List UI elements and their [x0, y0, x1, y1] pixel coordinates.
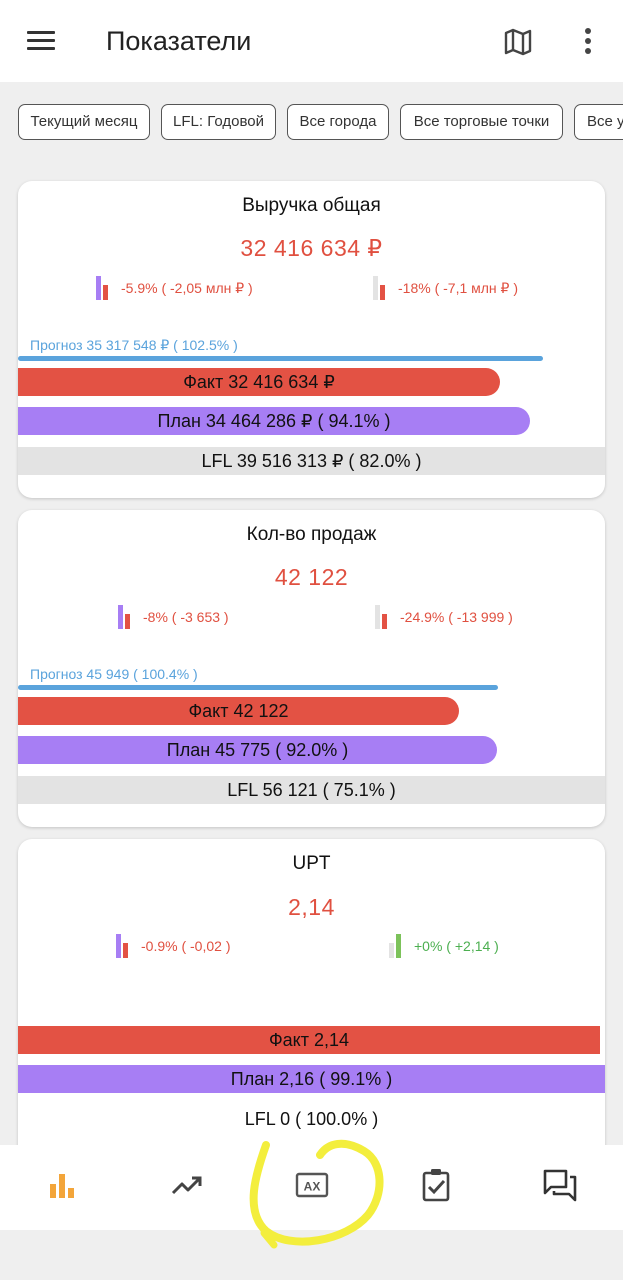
trending-up-icon[interactable]	[166, 1165, 206, 1205]
card-value: 2,14	[288, 894, 335, 920]
bar-chart-icon	[389, 934, 402, 958]
compare-plan-text: -8% ( -3 653 )	[143, 609, 229, 625]
fact-bar: Факт 32 416 634 ₽	[18, 368, 500, 396]
chat-icon[interactable]	[540, 1165, 580, 1205]
lfl-bar: LFL 0 ( 100.0% )	[18, 1105, 605, 1133]
compare-lfl: -18% ( -7,1 млн ₽ )	[373, 275, 518, 301]
compare-plan: -5.9% ( -2,05 млн ₽ )	[96, 275, 253, 301]
compare-lfl-text: -24.9% ( -13 999 )	[400, 609, 513, 625]
forecast-label: Прогноз 45 949 ( 100.4% )	[30, 666, 198, 682]
bar-chart-icon	[116, 934, 129, 958]
compare-plan-text: -5.9% ( -2,05 млн ₽ )	[121, 279, 253, 296]
compare-lfl-text: +0% ( +2,14 )	[414, 938, 499, 954]
fact-bar: Факт 42 122	[18, 697, 459, 725]
filter-chip-period[interactable]: Текущий месяц	[18, 104, 150, 140]
metric-card-upt[interactable]: UPT 2,14 -0.9% ( -0,02 ) +0% ( +2,14 ) Ф…	[18, 839, 605, 1159]
forecast-bar	[18, 685, 498, 690]
app-bar: Показатели	[0, 0, 623, 82]
bar-chart-icon	[96, 276, 109, 300]
card-value: 32 416 634 ₽	[240, 235, 383, 261]
compare-plan: -0.9% ( -0,02 )	[116, 933, 230, 959]
ax-icon[interactable]: AX	[292, 1165, 332, 1205]
filter-chip-lfl[interactable]: LFL: Годовой	[161, 104, 276, 140]
menu-icon[interactable]	[27, 30, 55, 52]
bar-chart-icon[interactable]	[42, 1165, 82, 1205]
plan-bar: План 2,16 ( 99.1% )	[18, 1065, 605, 1093]
plan-bar: План 34 464 286 ₽ ( 94.1% )	[18, 407, 530, 435]
lfl-bar: LFL 39 516 313 ₽ ( 82.0% )	[18, 447, 605, 475]
compare-plan-text: -0.9% ( -0,02 )	[141, 938, 231, 954]
card-title: Кол-во продаж	[246, 524, 377, 545]
filter-chip-stores[interactable]: Все торговые точки	[400, 104, 563, 140]
compare-lfl-text: -18% ( -7,1 млн ₽ )	[398, 279, 519, 296]
metric-card-sales-count[interactable]: Кол-во продаж 42 122 -8% ( -3 653 ) -24.…	[18, 510, 605, 827]
more-vert-icon[interactable]	[574, 26, 602, 58]
filter-chip-more[interactable]: Все у	[574, 104, 623, 140]
fact-bar: Факт 2,14	[18, 1026, 600, 1054]
lfl-bar: LFL 56 121 ( 75.1% )	[18, 776, 605, 804]
filter-bar: Текущий месяц LFL: Годовой Все города Вс…	[0, 104, 623, 142]
page-title: Показатели	[106, 26, 252, 56]
compare-lfl: +0% ( +2,14 )	[389, 933, 499, 959]
compare-plan: -8% ( -3 653 )	[118, 604, 229, 630]
card-value: 42 122	[274, 564, 349, 590]
plan-bar: План 45 775 ( 92.0% )	[18, 736, 497, 764]
bar-chart-icon	[375, 605, 388, 629]
metric-card-revenue[interactable]: Выручка общая 32 416 634 ₽ -5.9% ( -2,05…	[18, 181, 605, 498]
card-title: UPT	[292, 853, 331, 874]
bar-chart-icon	[373, 276, 386, 300]
forecast-label: Прогноз 35 317 548 ₽ ( 102.5% )	[30, 337, 238, 353]
bottom-nav: AX	[0, 1145, 623, 1230]
compare-lfl: -24.9% ( -13 999 )	[375, 604, 513, 630]
svg-text:AX: AX	[304, 1180, 321, 1194]
forecast-bar	[18, 356, 543, 361]
map-icon[interactable]	[502, 26, 534, 58]
filter-chip-cities[interactable]: Все города	[287, 104, 389, 140]
bar-chart-icon	[118, 605, 131, 629]
card-title: Выручка общая	[242, 195, 381, 216]
assignment-check-icon[interactable]	[416, 1165, 456, 1205]
